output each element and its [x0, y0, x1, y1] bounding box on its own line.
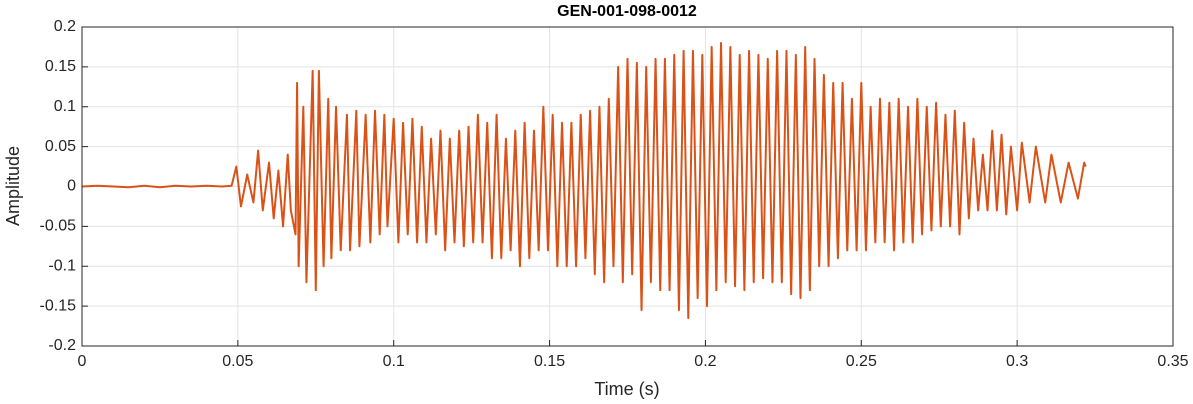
x-axis-label: Time (s)	[594, 379, 659, 399]
chart-title: GEN-001-098-0012	[557, 3, 697, 20]
y-tick-label: -0.2	[48, 337, 76, 354]
x-tick-label: 0.1	[383, 353, 405, 370]
x-tick-label: 0.15	[534, 353, 565, 370]
y-tick-label: 0.15	[45, 58, 76, 75]
y-tick-label: 0.2	[54, 18, 76, 35]
y-tick-label: -0.1	[48, 257, 76, 274]
x-tick-label: 0.2	[694, 353, 716, 370]
y-tick-label: 0	[67, 178, 76, 195]
x-tick-label: 0.05	[222, 353, 253, 370]
y-tick-label: -0.05	[40, 218, 77, 235]
y-tick-label: 0.1	[54, 98, 76, 115]
waveform-line	[81, 41, 1087, 320]
plot-frame	[81, 26, 1174, 347]
x-tick-label: 0.25	[846, 353, 877, 370]
y-tick-label: 0.05	[45, 138, 76, 155]
y-axis-label: Amplitude	[3, 146, 23, 226]
x-tick-label: 0.35	[1157, 353, 1188, 370]
x-tick-label: 0.3	[1006, 353, 1028, 370]
y-tick-label: -0.15	[40, 297, 77, 314]
x-tick-label: 0	[78, 353, 87, 370]
